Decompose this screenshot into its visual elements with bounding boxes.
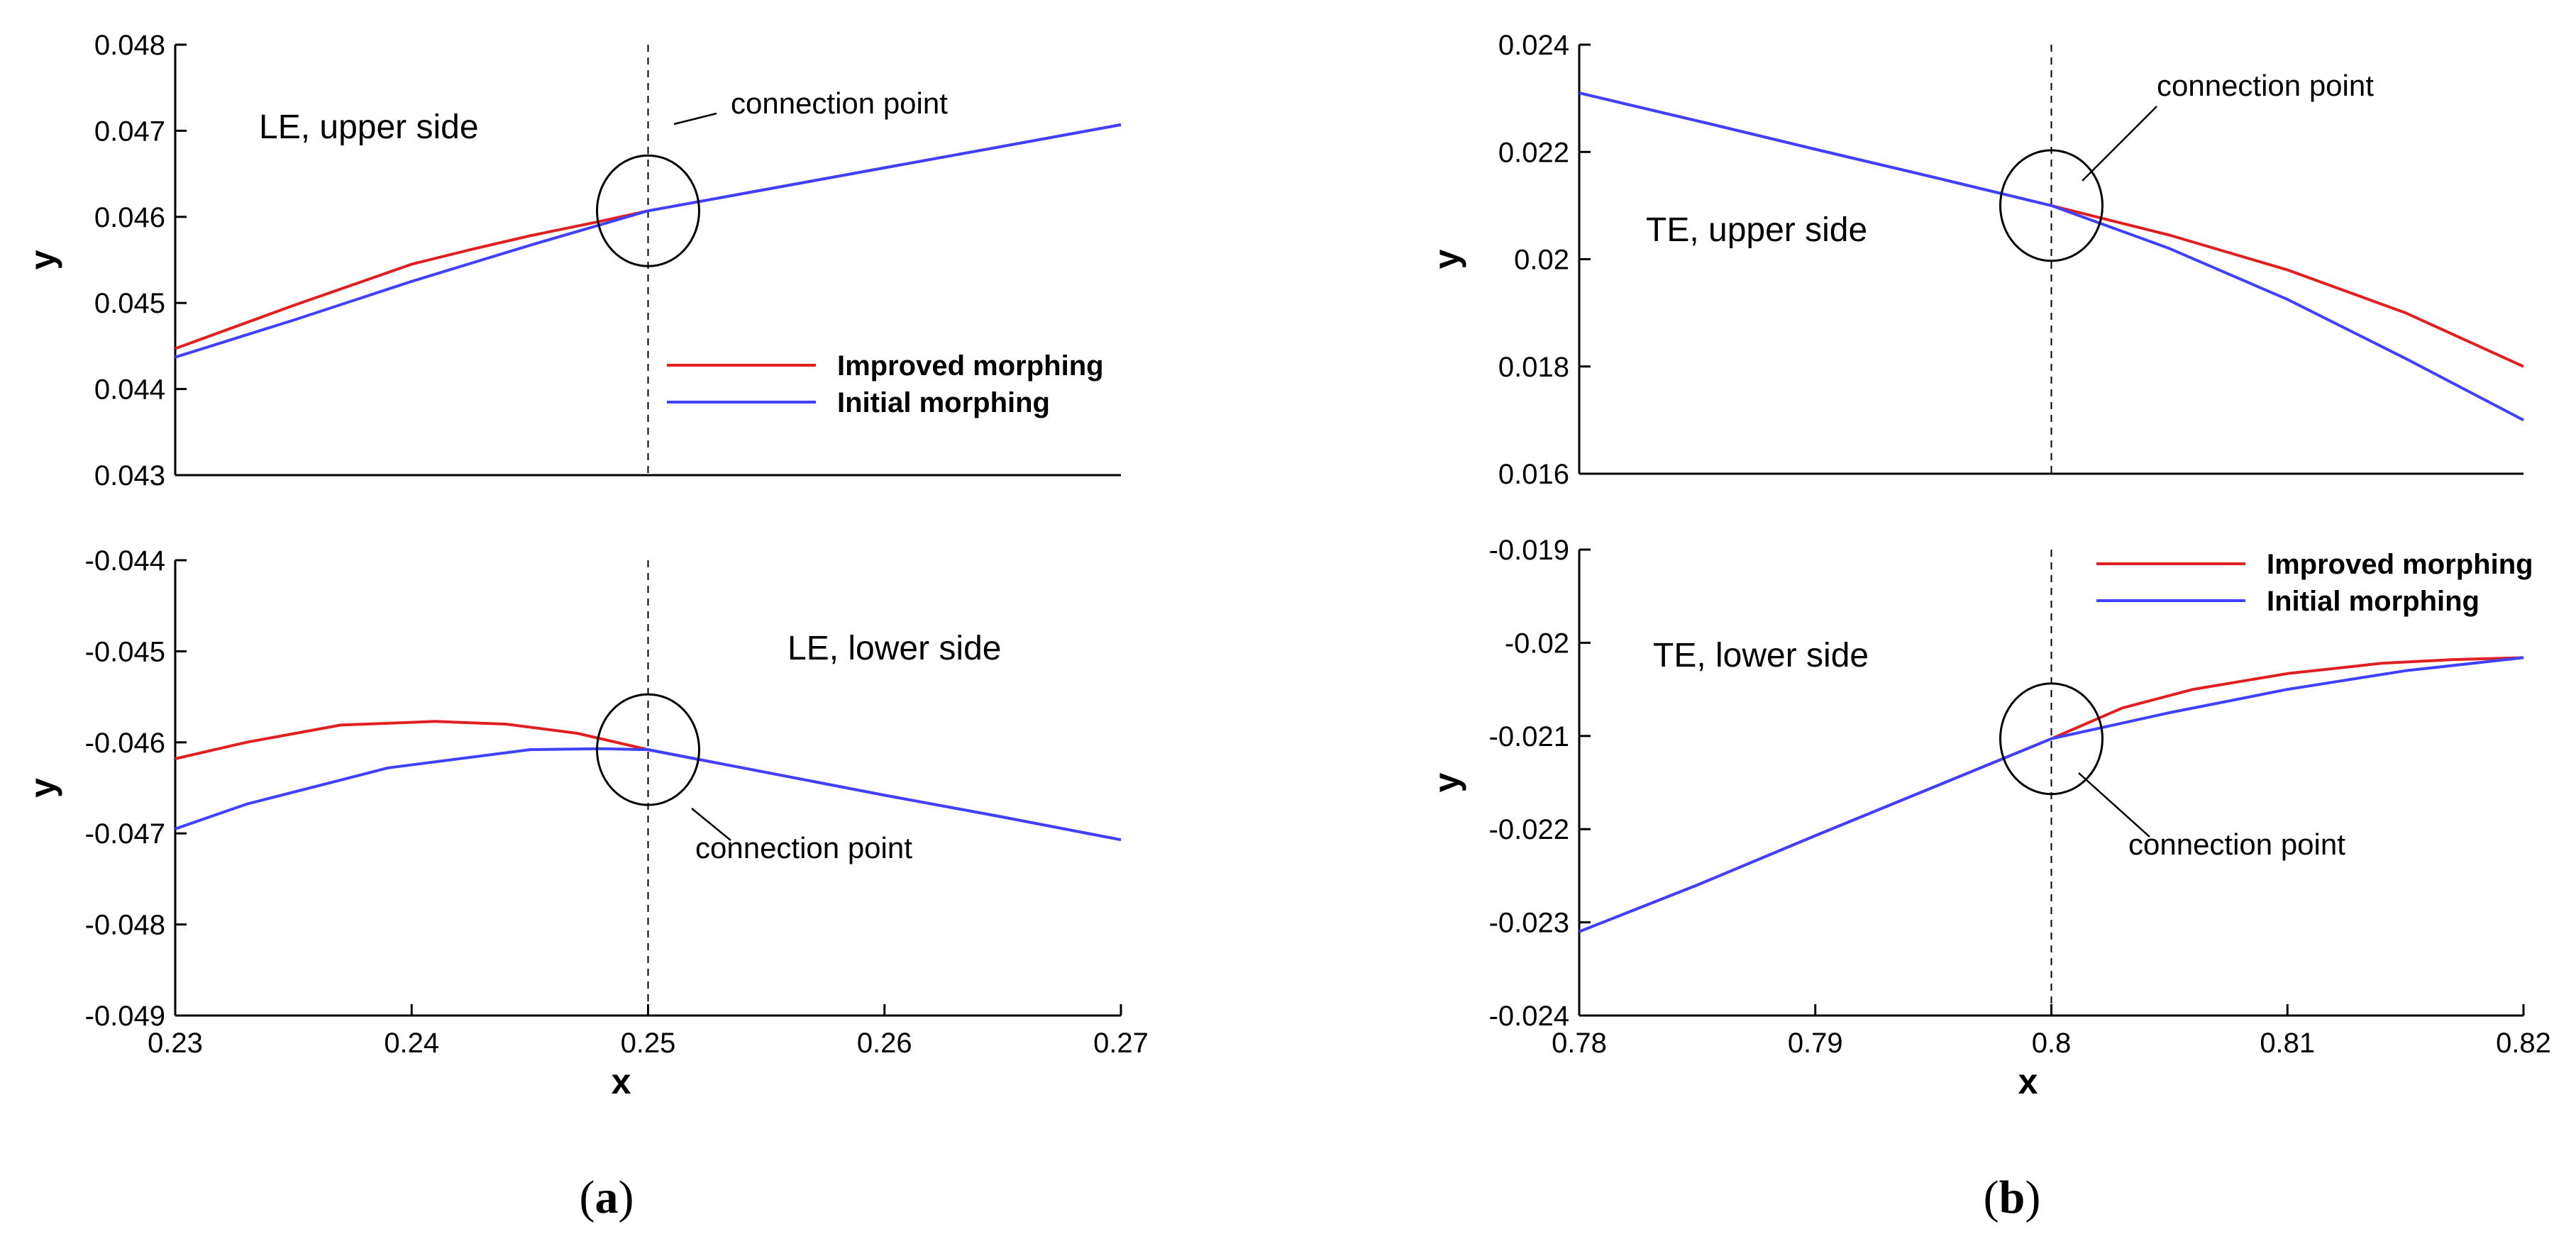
a-upper-y-tick-label: 0.043 xyxy=(94,460,165,491)
a-lower-y-tick-label: -0.045 xyxy=(85,636,165,667)
b-lower-connection-circle xyxy=(1999,682,2104,796)
a-upper-title: LE, upper side xyxy=(259,109,479,146)
a-lower-y-tick-label: -0.047 xyxy=(85,818,165,850)
a-lower-y-tick-label: -0.046 xyxy=(85,728,165,759)
a-upper-annotation-leader xyxy=(673,112,717,126)
a-lower-x-tick-label: 0.23 xyxy=(148,1028,203,1059)
b-upper-y-tick-label: 0.024 xyxy=(1498,30,1569,61)
b-lower-title: TE, lower side xyxy=(1653,637,1869,674)
a-lower-x-tick-label: 0.24 xyxy=(384,1028,439,1059)
b-lower-legend-label-initial-morphing: Initial morphing xyxy=(2267,586,2480,617)
b-lower-y-axis-label: y xyxy=(1427,772,1466,792)
chart-a-lower: -0.049 -0.048 -0.047 -0.046 -0.045 -0.044 0.23… xyxy=(23,545,1149,1101)
a-lower-annotation-leader xyxy=(691,808,731,841)
caption-a: (a) xyxy=(580,1172,634,1223)
b-upper-y-tick-label: 0.016 xyxy=(1498,459,1569,490)
b-lower-y-tick-label: -0.021 xyxy=(1489,721,1569,752)
a-lower-y-tick-label: -0.049 xyxy=(85,1001,165,1032)
a-upper-y-tick-label: 0.045 xyxy=(94,288,165,319)
b-upper-annotation-text: connection point xyxy=(2157,69,2374,102)
b-upper-y-axis-label: y xyxy=(1427,249,1466,269)
chart-b-upper: 0.016 0.018 0.02 0.022 0.024 y connection poin… xyxy=(1427,30,2524,490)
a-upper-y-axis-label: y xyxy=(23,250,62,269)
b-lower-legend-label-improved-morphing: Improved morphing xyxy=(2267,549,2533,580)
b-upper-y-tick-label: 0.02 xyxy=(1514,245,1569,276)
b-upper-annotation-leader xyxy=(2082,106,2157,182)
a-upper-y-tick-label: 0.044 xyxy=(94,374,165,406)
b-lower-annotation-leader xyxy=(2078,772,2150,838)
a-lower-initial-morphing-line xyxy=(175,747,1122,842)
b-lower-x-tick-label: 0.8 xyxy=(2032,1028,2072,1059)
a-lower-annotation-text: connection point xyxy=(695,831,912,864)
a-upper-y-tick-label: 0.048 xyxy=(94,30,165,61)
a-lower-connection-circle xyxy=(596,693,700,806)
a-lower-x-tick-label: 0.26 xyxy=(857,1028,912,1059)
b-lower-initial-morphing-line xyxy=(1579,656,2524,933)
b-lower-annotation-text: connection point xyxy=(2128,828,2345,861)
b-lower-y-tick-label: -0.019 xyxy=(1489,535,1569,566)
b-lower-y-tick-label: -0.024 xyxy=(1489,1001,1569,1032)
b-upper-initial-morphing-line xyxy=(1579,91,2524,422)
a-upper-connection-circle xyxy=(596,154,700,267)
b-lower-y-tick-label: -0.02 xyxy=(1505,628,1569,659)
a-lower-y-tick-label: -0.044 xyxy=(85,545,165,577)
b-upper-y-tick-label: 0.018 xyxy=(1498,352,1569,383)
b-lower-x-tick-label: 0.82 xyxy=(2496,1028,2551,1059)
a-lower-y-tick-label: -0.048 xyxy=(85,910,165,941)
a-lower-x-tick-label: 0.25 xyxy=(621,1028,676,1059)
b-lower-x-tick-label: 0.78 xyxy=(1552,1028,1607,1059)
a-upper-y-tick-label: 0.046 xyxy=(94,202,165,233)
chart-b-lower: -0.024 -0.023 -0.022 -0.021 -0.02 -0.019 0.78 0… xyxy=(1427,535,2551,1101)
b-upper-connection-circle xyxy=(1999,149,2104,262)
b-lower-x-tick-label: 0.79 xyxy=(1788,1028,1843,1059)
b-lower-x-axis-label: x xyxy=(2018,1062,2038,1101)
a-upper-y-tick-label: 0.047 xyxy=(94,116,165,147)
b-upper-y-tick-label: 0.022 xyxy=(1498,137,1569,168)
a-upper-legend-label-improved-morphing: Improved morphing xyxy=(837,350,1104,382)
a-lower-y-axis-label: y xyxy=(23,778,62,798)
b-lower-y-tick-label: -0.022 xyxy=(1489,814,1569,845)
a-lower-x-tick-label: 0.27 xyxy=(1093,1028,1149,1059)
b-lower-x-tick-label: 0.81 xyxy=(2260,1028,2315,1059)
a-upper-annotation-text: connection point xyxy=(731,87,948,120)
b-upper-title: TE, upper side xyxy=(1646,211,1867,249)
a-upper-legend-label-initial-morphing: Initial morphing xyxy=(837,387,1050,418)
a-lower-x-axis-label: x xyxy=(612,1062,631,1101)
caption-b: (b) xyxy=(1984,1172,2041,1223)
b-lower-y-tick-label: -0.023 xyxy=(1489,908,1569,939)
a-upper-initial-morphing-line xyxy=(175,123,1122,359)
chart-a-upper: 0.043 0.044 0.045 0.046 0.047 0.048 y connectio… xyxy=(23,30,1122,491)
a-lower-title: LE, lower side xyxy=(787,630,1001,667)
